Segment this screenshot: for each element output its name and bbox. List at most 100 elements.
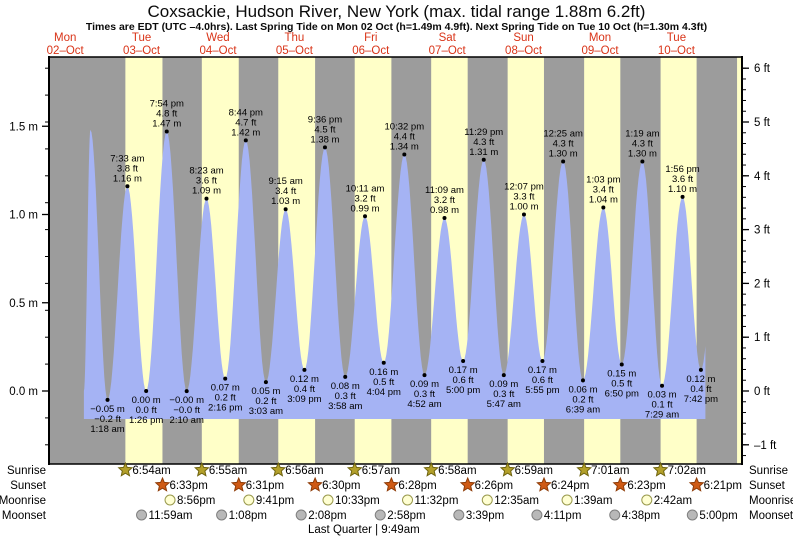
tide-extreme-dot: [164, 129, 169, 134]
tide-annotation-time: 1:26 pm: [129, 415, 163, 426]
astro-event-time: 6:58am: [438, 465, 476, 477]
sunrise-icon: [652, 461, 669, 477]
day-label-dow: Tue: [132, 32, 151, 44]
tide-annotation-time: 12:25 am: [543, 129, 583, 140]
moonset-icon: [531, 509, 543, 521]
day-label-dow: Mon: [589, 32, 611, 44]
sunrise-icon: [423, 461, 440, 477]
tide-annotation-time: 7:33 am: [110, 153, 144, 164]
tide-extreme-dot: [302, 367, 307, 372]
astro-event-time: 6:30pm: [322, 480, 360, 492]
astro-event-time: 6:26pm: [475, 480, 513, 492]
day-label-date: 10–Oct: [658, 45, 696, 57]
tide-annotation-ft: 0.4 ft: [294, 384, 315, 395]
tide-annotation-time: 4:52 am: [407, 399, 441, 410]
tide-annotation-time: 10:11 am: [346, 183, 385, 194]
chart-subtitle: Times are EDT (UTC –4.0hrs). Last Spring…: [85, 21, 708, 33]
tide-annotation-time: 6:39 am: [566, 404, 600, 415]
daylight-band: [737, 57, 742, 464]
tide-extreme-dot: [322, 145, 327, 150]
tide-annotation-m: 1.38 m: [310, 134, 339, 145]
tide-annotation-time: 8:44 pm: [229, 107, 263, 118]
tide-extreme-dot: [442, 216, 447, 221]
moonrise-icon: [561, 494, 573, 506]
tide-annotation-m: 1.03 m: [271, 196, 300, 207]
astro-event-time: 6:24pm: [551, 480, 589, 492]
right-axis-label: 2 ft: [754, 278, 771, 290]
tide-annotation-m: 1.30 m: [628, 149, 657, 160]
day-label-date: 07–Oct: [429, 45, 467, 57]
tide-annotation-time: 7:54 pm: [150, 99, 184, 110]
sunset-icon: [688, 476, 705, 492]
tide-curve-area: [83, 129, 706, 420]
day-label-dow: Tue: [667, 32, 686, 44]
tide-annotation-ft: 0.5 ft: [611, 379, 632, 390]
moonset-icon: [686, 509, 698, 521]
tide-extreme-dot: [698, 367, 703, 372]
tide-extreme-dot: [263, 380, 268, 385]
tide-annotation-m: 0.07 m: [211, 383, 240, 394]
left-axis-label: 0.0 m: [9, 386, 38, 398]
tide-annotation-ft: 4.8 ft: [156, 109, 177, 120]
tide-extreme-dot: [144, 389, 149, 393]
tide-extreme-dot: [521, 212, 526, 217]
astro-event-time: 11:32pm: [415, 495, 459, 507]
tide-annotation-ft: 0.1 ft: [651, 400, 672, 411]
day-label-dow: Sat: [439, 32, 457, 44]
sunset-icon: [612, 476, 629, 492]
day-label-date: 05–Oct: [276, 45, 314, 57]
astro-event-time: 6:54am: [132, 465, 170, 477]
tide-annotation-time: 10:32 pm: [385, 121, 425, 132]
tide-annotation-ft: 4.5 ft: [314, 124, 335, 135]
tide-annotation-ft: 0.2 ft: [215, 393, 236, 404]
tide-extreme-dot: [619, 362, 624, 367]
moonset-icon: [295, 509, 307, 521]
tide-annotation-ft: 3.4 ft: [275, 186, 296, 197]
sunrise-icon: [346, 461, 363, 477]
chart-title: Coxsackie, Hudson River, New York (max. …: [147, 2, 646, 21]
tide-annotation-time: 7:29 am: [645, 410, 679, 421]
tide-annotation-ft: 3.6 ft: [196, 176, 217, 187]
tide-annotation-ft: −0.0 ft: [173, 405, 200, 416]
tide-annotation-m: 0.03 m: [647, 390, 676, 401]
tide-extreme-dot: [540, 358, 545, 363]
right-axis-label: 6 ft: [754, 63, 771, 75]
tide-extreme-dot: [343, 374, 348, 379]
tide-annotation-m: 0.12 m: [290, 374, 319, 385]
tide-annotation-m: 0.17 m: [449, 365, 478, 376]
tide-annotation-time: 7:42 pm: [684, 394, 718, 405]
tide-extreme-dot: [561, 159, 566, 164]
moonset-icon: [136, 509, 148, 521]
tide-annotation-ft: 3.6 ft: [672, 174, 693, 185]
tide-extreme-dot: [283, 207, 288, 212]
astro-row-label-left: Moonrise: [0, 495, 46, 507]
tide-annotation-m: 0.09 m: [489, 379, 518, 390]
astro-row-label-right: Sunset: [749, 480, 786, 492]
tide-annotation-ft: −0.2 ft: [94, 414, 121, 425]
tide-annotation-ft: 3.8 ft: [117, 163, 138, 174]
left-axis-label: 0.5 m: [9, 298, 38, 310]
tide-annotation-m: 0.98 m: [430, 205, 459, 216]
tide-annotation-time: 8:23 am: [189, 166, 223, 177]
tide-annotation-m: 0.00 m: [132, 395, 161, 406]
moonset-icon: [216, 509, 228, 521]
moonrise-icon: [481, 494, 493, 506]
tide-annotation-m: −0.05 m: [90, 404, 125, 415]
tide-annotation-m: 0.15 m: [607, 369, 636, 380]
astro-row-label-right: Moonrise: [749, 495, 793, 507]
tide-extreme-dot: [501, 373, 506, 378]
astro-row-label-left: Sunrise: [7, 465, 46, 477]
astro-event-time: 4:11pm: [544, 510, 582, 522]
tide-annotation-time: 1:18 am: [90, 424, 124, 435]
astro-event-time: 2:58pm: [387, 510, 425, 522]
tide-extreme-dot: [105, 397, 110, 402]
moonrise-icon: [243, 494, 255, 506]
tide-extreme-dot: [461, 358, 466, 363]
tide-annotation-time: 9:36 pm: [308, 114, 342, 125]
tide-extreme-dot: [363, 214, 368, 219]
moonset-icon: [374, 509, 386, 521]
astro-row-label-right: Moonset: [749, 510, 793, 522]
moon-phase-label: Last Quarter | 9:49am: [308, 524, 420, 536]
